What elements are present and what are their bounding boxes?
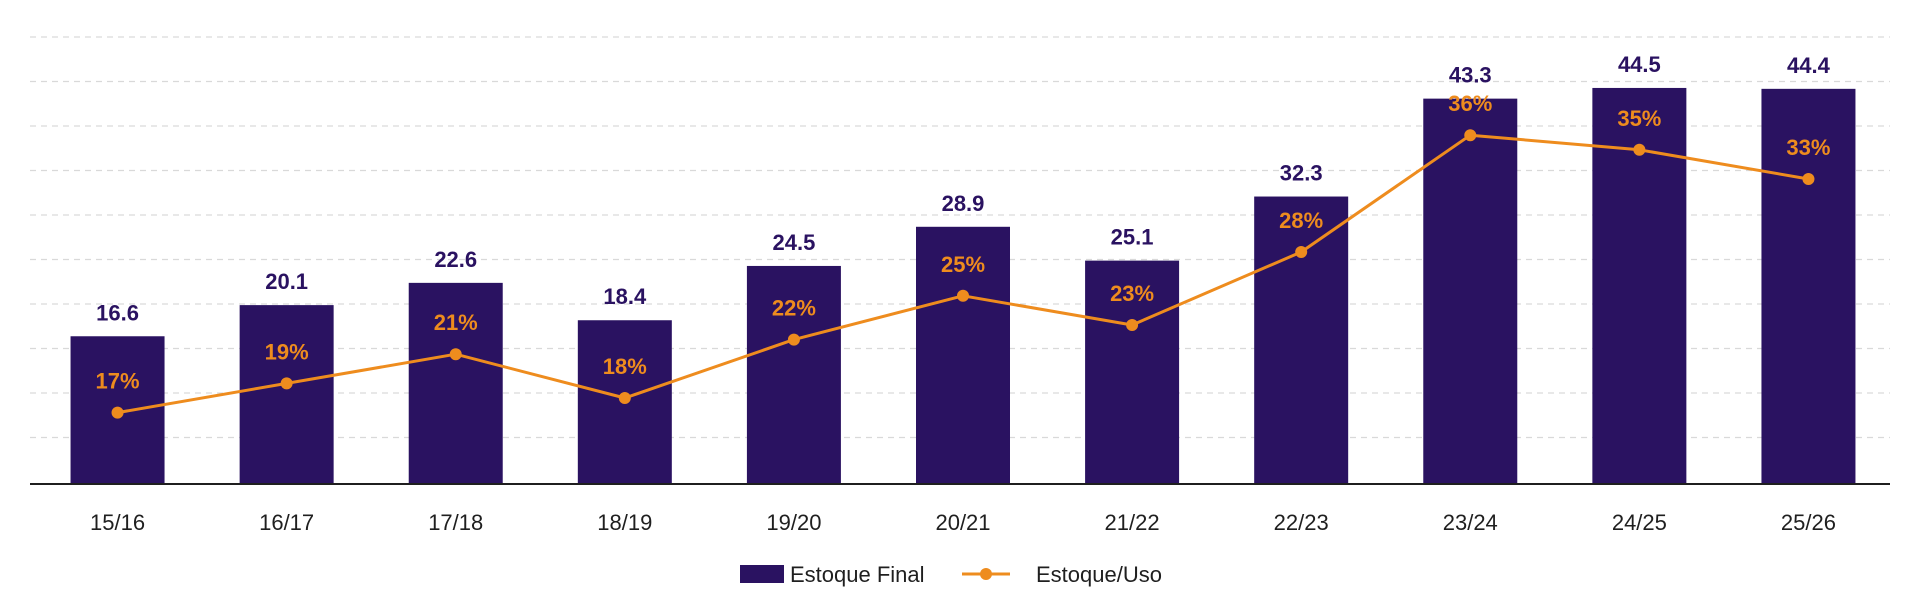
x-tick-label: 16/17 [259,510,314,535]
bar-value-label: 44.4 [1787,53,1831,78]
bar-value-label: 20.1 [265,269,308,294]
legend-line-label: Estoque/Uso [1036,562,1162,587]
bar [1423,98,1518,484]
line-point [1802,173,1815,185]
line-series [111,129,1815,419]
line-value-label: 22% [772,296,816,321]
x-tick-label: 19/20 [766,510,821,535]
x-tick-label: 25/26 [1781,510,1836,535]
x-tick-label: 15/16 [90,510,145,535]
line-value-label: 33% [1786,135,1830,160]
x-tick-label: 17/18 [428,510,483,535]
bar [746,265,841,484]
line-point [280,377,293,390]
line-point [1126,319,1139,331]
bar [408,282,503,484]
line-value-label: 35% [1617,106,1661,131]
bars [70,87,1856,485]
bar-value-label: 44.5 [1618,52,1661,77]
x-tick-labels: 15/16 16/17 17/18 18/19 19/20 20/21 21/22 22/23… [90,510,1836,535]
line-value-label: 19% [265,339,309,364]
line-value-labels: 17% 19% 21% 18% 22% 25% 23% 28% 36% 35% 33% [96,91,1831,393]
legend-line-marker [980,568,992,580]
legend-bar-swatch [740,565,784,583]
bar-value-label: 25.1 [1111,225,1154,250]
bar-value-label: 28.9 [942,191,985,216]
x-tick-label: 23/24 [1443,510,1498,535]
legend-bar-label: Estoque Final [790,562,925,587]
line-point [111,406,124,419]
bar [1254,196,1349,484]
line-value-label: 18% [603,354,647,379]
legend: Estoque Final Estoque/Uso [740,562,1162,587]
line-point [618,392,631,404]
bar [1761,88,1856,484]
bar-value-label: 43.3 [1449,63,1492,88]
bar-value-label: 24.5 [772,230,815,255]
line-value-label: 23% [1110,281,1154,306]
bar-value-labels: 16.6 20.1 22.6 18.4 24.5 28.9 25.1 32.3 43.3 44.5… [96,52,1830,325]
line-point [449,348,462,361]
bar-value-label: 32.3 [1280,161,1323,186]
x-tick-label: 21/22 [1105,510,1160,535]
line-value-label: 28% [1279,208,1323,233]
line-value-label: 17% [96,369,140,394]
bar-value-label: 22.6 [434,247,477,272]
line-point [1295,246,1308,258]
bar [1085,260,1180,484]
line-value-label: 36% [1448,91,1492,116]
x-tick-label: 24/25 [1612,510,1667,535]
line-point [1633,143,1646,156]
bar [239,305,334,484]
line-value-label: 25% [941,252,985,277]
bar-value-label: 18.4 [603,284,647,309]
line-point [957,289,969,302]
x-tick-label: 22/23 [1274,510,1329,535]
line-value-label: 21% [434,310,478,335]
bar-value-label: 16.6 [96,300,139,325]
line-point [1464,129,1477,142]
line-point [787,333,800,346]
x-tick-label: 20/21 [935,510,990,535]
bar [916,226,1010,485]
x-tick-label: 18/19 [597,510,652,535]
